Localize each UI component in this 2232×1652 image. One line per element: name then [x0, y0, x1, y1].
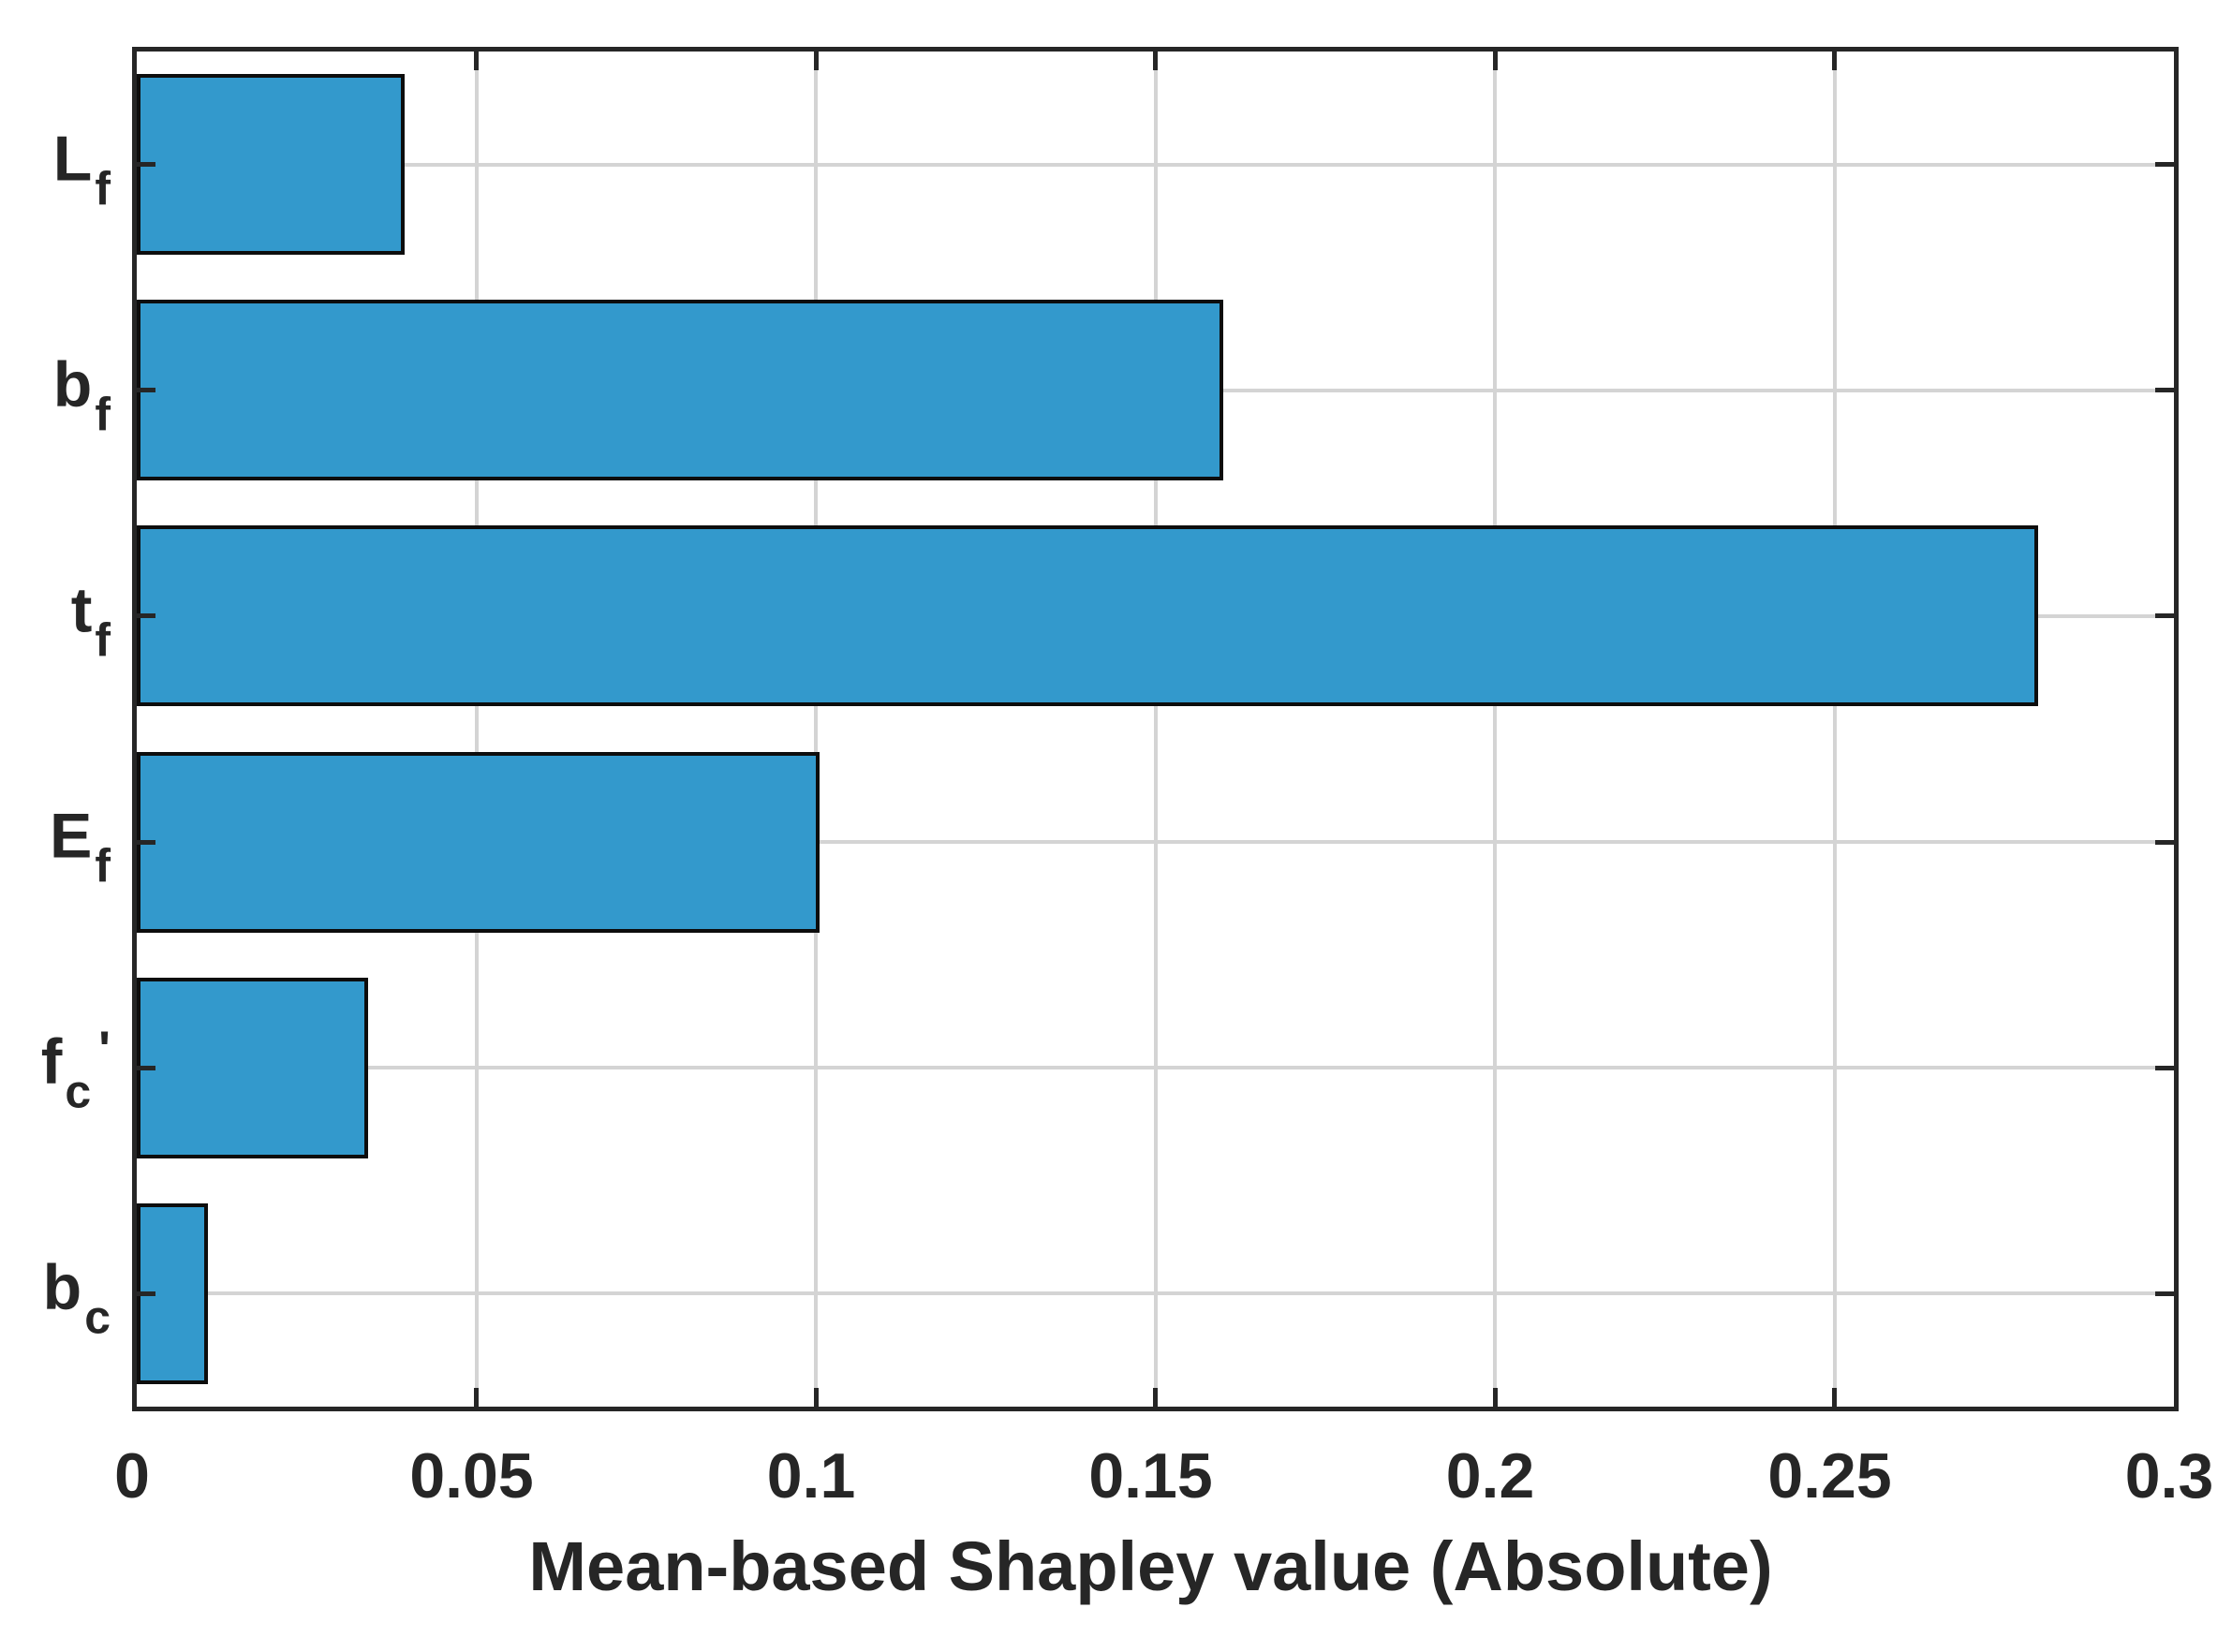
plot-area [132, 47, 2179, 1411]
y-gridline [137, 1066, 2174, 1070]
y-label-subscript: f [95, 613, 111, 667]
x-gridline [1493, 52, 1497, 1407]
y-label-subscript: f [95, 388, 111, 441]
y-gridline [137, 840, 2174, 845]
bar [137, 525, 2038, 707]
x-tick [1153, 1388, 1158, 1407]
y-label-subscript: f [95, 839, 111, 892]
y-tick [137, 1065, 155, 1070]
y-category-label: fc' [0, 1025, 111, 1115]
y-label-base: f [40, 1025, 63, 1098]
y-category-label: tf [0, 579, 111, 664]
y-label-subscript: f [95, 162, 111, 215]
y-label-base: L [52, 123, 93, 195]
y-tick [2155, 1065, 2174, 1070]
x-tick-label: 0.05 [409, 1440, 534, 1512]
x-axis-title: Mean-based Shapley value (Absolute) [528, 1527, 1773, 1605]
y-category-label: Lf [0, 126, 111, 212]
y-label-base: b [42, 1252, 82, 1324]
y-tick [2155, 162, 2174, 168]
x-tick [813, 52, 819, 70]
bar [137, 300, 1223, 481]
x-tick [1832, 1388, 1837, 1407]
x-tick [1492, 52, 1498, 70]
x-gridline [474, 52, 479, 1407]
y-label-base: b [52, 348, 93, 420]
y-tick [2155, 613, 2174, 619]
x-tick-label: 0 [114, 1440, 150, 1512]
y-gridline [137, 162, 2174, 167]
x-tick [1492, 1388, 1498, 1407]
x-tick [1832, 52, 1837, 70]
y-tick [137, 613, 155, 619]
x-tick [474, 52, 479, 70]
bar [137, 751, 820, 933]
y-category-label: bc [0, 1256, 111, 1341]
x-tick-label: 0.3 [2124, 1440, 2214, 1512]
bar [137, 74, 406, 256]
y-category-label: bf [0, 352, 111, 437]
y-label-base: E [49, 800, 93, 872]
x-gridline [1153, 52, 1158, 1407]
x-gridline [814, 52, 818, 1407]
y-gridline [137, 1291, 2174, 1296]
y-label-base: t [70, 574, 93, 646]
y-label-prime: ' [98, 1021, 111, 1078]
x-tick-label: 0.15 [1088, 1440, 1213, 1512]
x-tick [474, 1388, 479, 1407]
y-tick [137, 388, 155, 393]
y-tick [137, 839, 155, 845]
y-label-subscript: c [65, 1065, 92, 1118]
y-category-label: Ef [0, 804, 111, 890]
y-tick [2155, 1291, 2174, 1296]
y-tick [137, 1291, 155, 1296]
x-tick [1153, 52, 1158, 70]
x-tick-label: 0.1 [766, 1440, 856, 1512]
y-tick [2155, 839, 2174, 845]
y-tick [2155, 388, 2174, 393]
bar [137, 977, 368, 1158]
y-tick [137, 162, 155, 168]
y-label-subscript: c [84, 1291, 111, 1345]
x-tick-label: 0.2 [1445, 1440, 1535, 1512]
x-gridline [1832, 52, 1837, 1407]
x-tick-label: 0.25 [1767, 1440, 1892, 1512]
x-tick [813, 1388, 819, 1407]
